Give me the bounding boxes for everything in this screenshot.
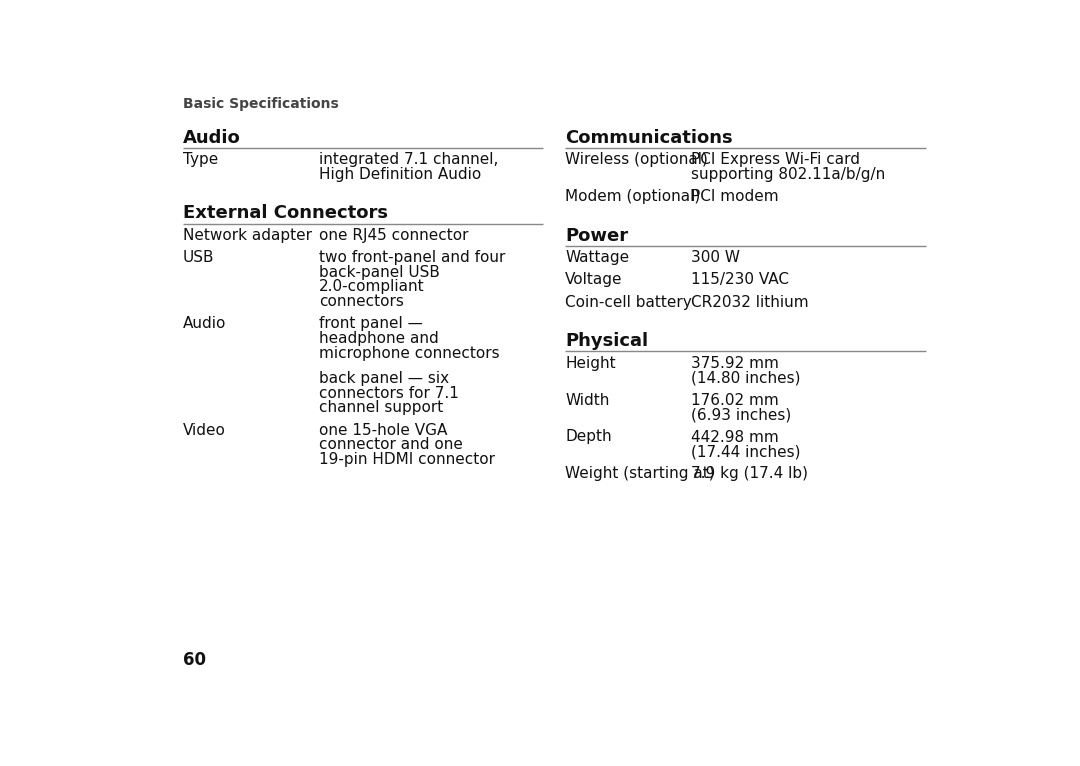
Text: 2.0-compliant: 2.0-compliant — [319, 280, 424, 294]
Text: (17.44 inches): (17.44 inches) — [691, 444, 801, 459]
Text: Power: Power — [565, 227, 629, 244]
Text: connectors for 7.1: connectors for 7.1 — [319, 385, 459, 401]
Text: back-panel USB: back-panel USB — [319, 265, 440, 280]
Text: Height: Height — [565, 355, 616, 371]
Text: USB: USB — [183, 250, 215, 265]
Text: Wireless (optional): Wireless (optional) — [565, 152, 708, 167]
Text: 375.92 mm: 375.92 mm — [691, 355, 780, 371]
Text: 60: 60 — [183, 651, 206, 669]
Text: PCI modem: PCI modem — [691, 189, 779, 205]
Text: front panel —: front panel — — [319, 316, 422, 332]
Text: Wattage: Wattage — [565, 250, 630, 265]
Text: Depth: Depth — [565, 430, 611, 444]
Text: PCI Express Wi-Fi card: PCI Express Wi-Fi card — [691, 152, 861, 167]
Text: CR2032 lithium: CR2032 lithium — [691, 295, 809, 309]
Text: headphone and: headphone and — [319, 331, 438, 346]
Text: Weight (starting at): Weight (starting at) — [565, 466, 715, 482]
Text: (6.93 inches): (6.93 inches) — [691, 408, 792, 422]
Text: channel support: channel support — [319, 401, 443, 415]
Text: one RJ45 connector: one RJ45 connector — [319, 228, 468, 243]
Text: Coin-cell battery: Coin-cell battery — [565, 295, 692, 309]
Text: connector and one: connector and one — [319, 437, 462, 452]
Text: Type: Type — [183, 152, 218, 167]
Text: Basic Specifications: Basic Specifications — [183, 97, 339, 111]
Text: Audio: Audio — [183, 316, 227, 332]
Text: 115/230 VAC: 115/230 VAC — [691, 273, 789, 287]
Text: 176.02 mm: 176.02 mm — [691, 392, 779, 408]
Text: Voltage: Voltage — [565, 273, 623, 287]
Text: Network adapter: Network adapter — [183, 228, 312, 243]
Text: supporting 802.11a/b/g/n: supporting 802.11a/b/g/n — [691, 167, 886, 182]
Text: 300 W: 300 W — [691, 250, 741, 265]
Text: connectors: connectors — [319, 294, 404, 309]
Text: back panel — six: back panel — six — [319, 371, 449, 386]
Text: External Connectors: External Connectors — [183, 205, 388, 222]
Text: one 15-hole VGA: one 15-hole VGA — [319, 423, 447, 437]
Text: 19-pin HDMI connector: 19-pin HDMI connector — [319, 452, 495, 466]
Text: Video: Video — [183, 423, 226, 437]
Text: High Definition Audio: High Definition Audio — [319, 167, 481, 182]
Text: 7.9 kg (17.4 lb): 7.9 kg (17.4 lb) — [691, 466, 809, 482]
Text: Width: Width — [565, 392, 609, 408]
Text: microphone connectors: microphone connectors — [319, 345, 499, 361]
Text: Audio: Audio — [183, 129, 241, 147]
Text: Physical: Physical — [565, 332, 648, 350]
Text: integrated 7.1 channel,: integrated 7.1 channel, — [319, 152, 498, 167]
Text: two front-panel and four: two front-panel and four — [319, 250, 505, 265]
Text: Communications: Communications — [565, 129, 732, 147]
Text: Modem (optional): Modem (optional) — [565, 189, 700, 205]
Text: (14.80 inches): (14.80 inches) — [691, 370, 801, 385]
Text: 442.98 mm: 442.98 mm — [691, 430, 779, 444]
